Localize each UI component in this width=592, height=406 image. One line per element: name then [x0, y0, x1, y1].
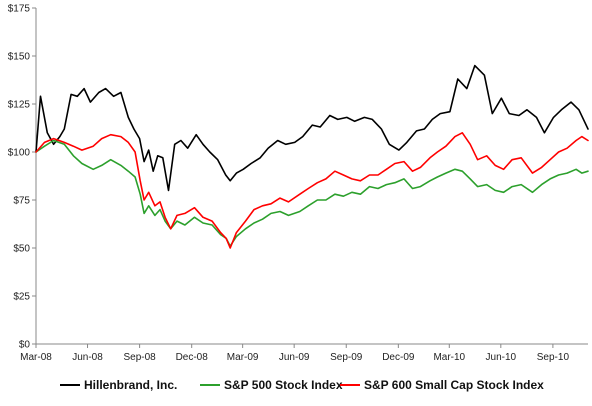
y-ticks: $0 $25 $50 $75 $100 $125 $150 $175	[8, 4, 36, 351]
y-tick-label: $25	[13, 292, 30, 303]
y-tick-label: $75	[13, 196, 30, 207]
legend-label: Hillenbrand, Inc.	[84, 378, 177, 392]
x-tick-label: Dec-09	[382, 352, 415, 363]
y-tick-label: $100	[8, 148, 31, 159]
x-tick-label: Sep-08	[123, 352, 156, 363]
x-ticks: Mar-08 Jun-08 Sep-08 Dec-08 Mar-09 Jun-09 Sep-…	[20, 344, 569, 363]
x-tick-label: Mar-08	[20, 352, 52, 363]
series-lines	[35, 64, 589, 249]
legend-label: S&P 500 Stock Index	[224, 378, 343, 392]
axes	[35, 8, 588, 345]
legend-label: S&P 600 Small Cap Stock Index	[364, 378, 544, 392]
x-tick-label: Dec-08	[176, 352, 209, 363]
y-tick-label: $175	[8, 4, 31, 15]
x-tick-label: Jun-09	[279, 352, 310, 363]
x-tick-label: Sep-09	[330, 352, 363, 363]
y-tick-label: $125	[8, 100, 31, 111]
series-line-1	[35, 139, 589, 247]
x-tick-label: Mar-09	[227, 352, 259, 363]
y-tick-label: $0	[19, 340, 31, 351]
x-tick-label: Jun-08	[72, 352, 103, 363]
y-tick-label: $50	[13, 244, 30, 255]
x-tick-label: Sep-10	[537, 352, 570, 363]
legend: Hillenbrand, Inc. S&P 500 Stock Index S&P …	[60, 378, 544, 392]
y-tick-label: $150	[8, 52, 31, 63]
x-tick-label: Jun-10	[486, 352, 517, 363]
series-line-2	[35, 132, 589, 249]
x-tick-label: Mar-10	[433, 352, 465, 363]
series-line-0	[35, 64, 589, 192]
